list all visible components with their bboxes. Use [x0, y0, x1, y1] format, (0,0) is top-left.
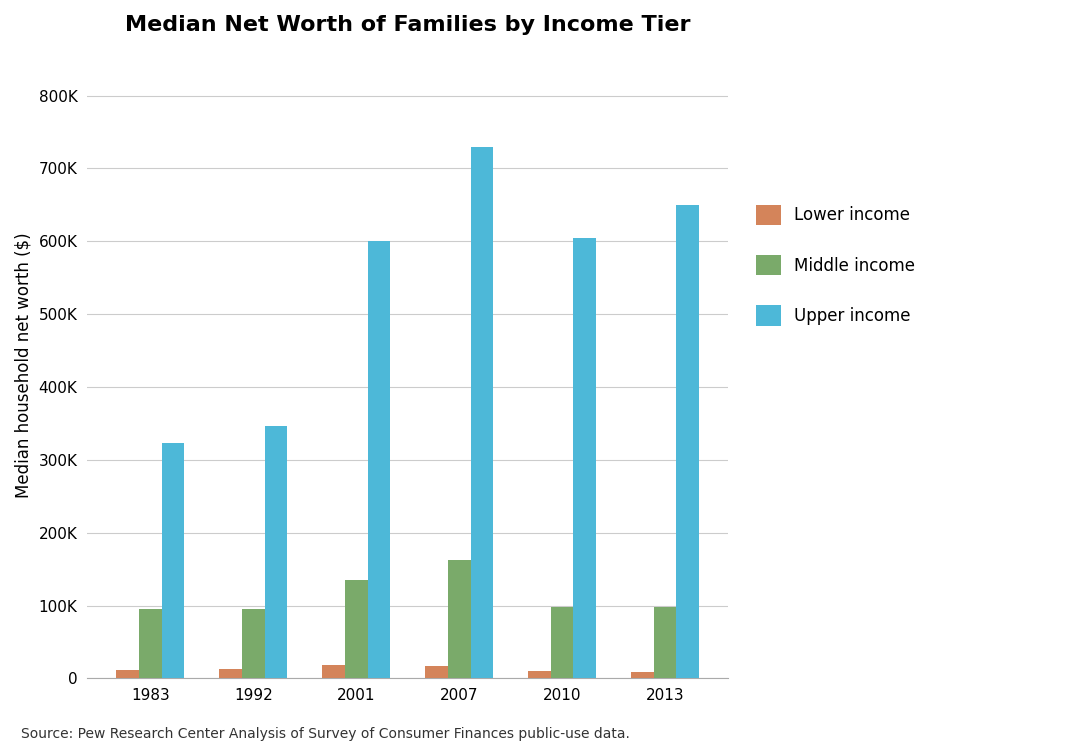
Bar	[161, 443, 184, 678]
Bar	[139, 609, 161, 678]
Bar	[470, 147, 493, 678]
Bar	[117, 670, 139, 678]
Y-axis label: Median household net worth ($): Median household net worth ($)	[15, 233, 33, 498]
Bar	[345, 580, 368, 678]
Bar	[322, 665, 345, 678]
Bar	[448, 560, 470, 678]
Bar	[425, 666, 448, 678]
Bar	[528, 671, 551, 678]
Bar	[219, 669, 242, 678]
Bar	[573, 238, 597, 678]
Bar	[265, 426, 288, 678]
Bar	[551, 607, 573, 678]
Title: Median Net Worth of Families by Income Tier: Median Net Worth of Families by Income T…	[125, 15, 691, 35]
Bar	[631, 672, 654, 678]
Bar	[242, 609, 265, 678]
Bar	[654, 607, 677, 678]
Legend: Lower income, Middle income, Upper income: Lower income, Middle income, Upper incom…	[749, 198, 921, 332]
Bar	[368, 242, 390, 678]
Bar	[677, 205, 699, 678]
Text: Source: Pew Research Center Analysis of Survey of Consumer Finances public-use d: Source: Pew Research Center Analysis of …	[21, 726, 631, 741]
